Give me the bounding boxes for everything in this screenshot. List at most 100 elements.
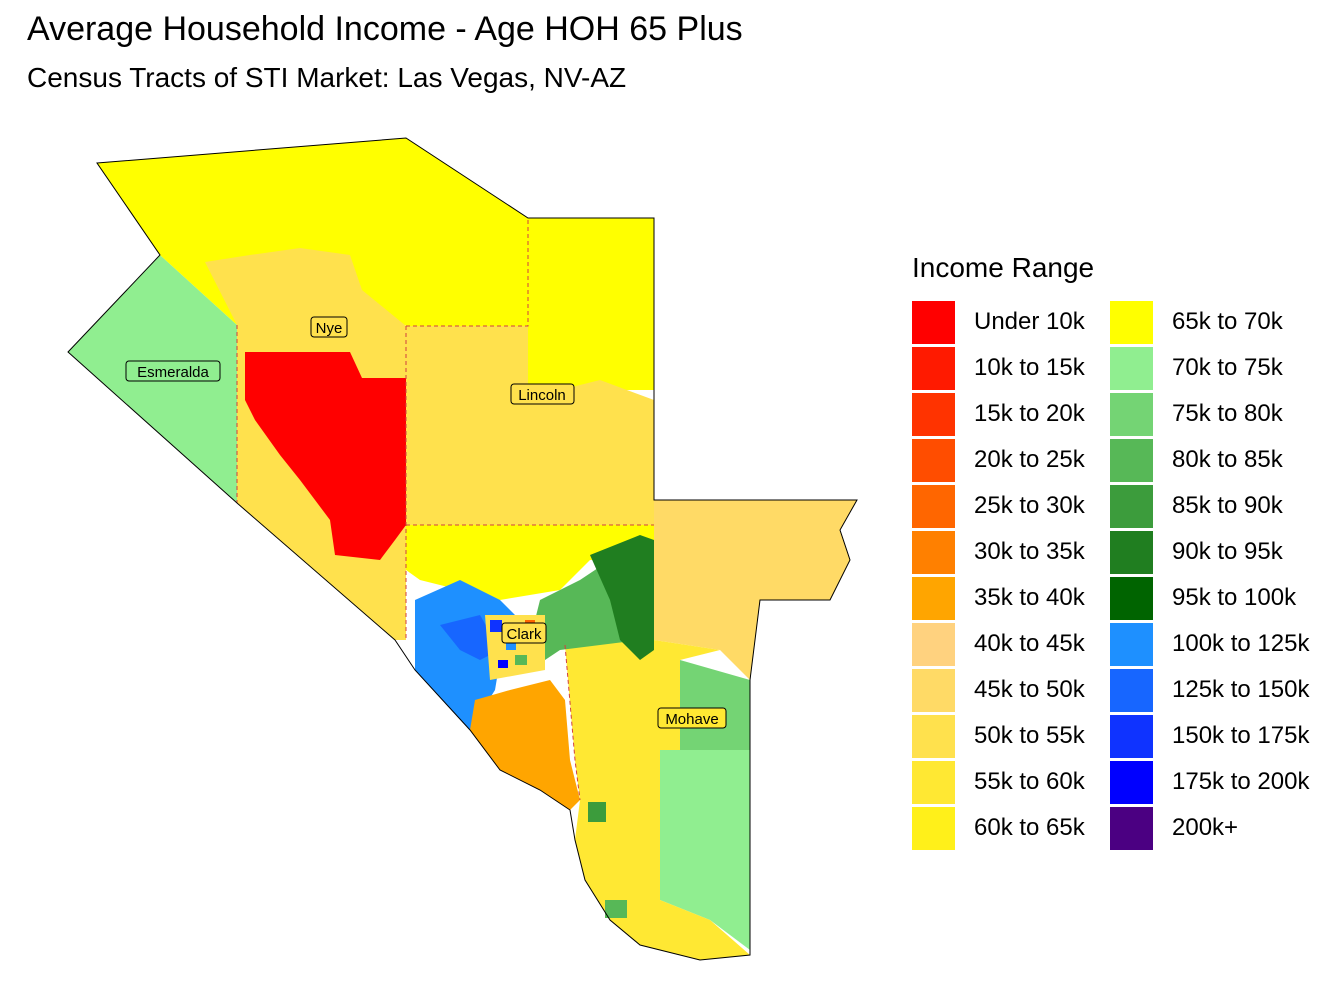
legend-swatch xyxy=(1110,669,1153,712)
label-lincoln-text: Lincoln xyxy=(518,387,566,404)
legend-label: 40k to 45k xyxy=(974,630,1085,657)
legend-swatch xyxy=(1110,439,1153,482)
label-mohave: Mohave xyxy=(657,707,727,729)
map-subtitle: Census Tracts of STI Market: Las Vegas, … xyxy=(27,62,627,93)
legend-label: 25k to 30k xyxy=(974,492,1085,519)
region-urban-b xyxy=(506,640,516,650)
region-south-green xyxy=(588,802,606,822)
legend-swatch xyxy=(1110,347,1153,390)
legend-label: 125k to 150k xyxy=(1172,676,1310,703)
region-clark-blue2 xyxy=(440,615,500,660)
legend-label: 15k to 20k xyxy=(974,400,1085,427)
legend-title: Income Range xyxy=(912,252,1095,283)
legend-swatch xyxy=(1110,715,1153,758)
region-urban-e xyxy=(498,660,508,668)
legend-swatch xyxy=(1110,301,1153,344)
legend-item: 25k to 30k xyxy=(912,484,1132,530)
legend-swatch xyxy=(912,807,955,850)
legend-item: 35k to 40k xyxy=(912,576,1132,622)
label-clark: Clark xyxy=(501,622,547,644)
label-esmeralda: Esmeralda xyxy=(125,360,221,382)
legend-item: 85k to 90k xyxy=(1110,484,1330,530)
legend-label: 10k to 15k xyxy=(974,354,1085,381)
legend-swatch xyxy=(1110,807,1153,850)
legend-label: 20k to 25k xyxy=(974,446,1085,473)
legend-label: 150k to 175k xyxy=(1172,722,1310,749)
legend-item: 175k to 200k xyxy=(1110,760,1330,806)
legend-label: 175k to 200k xyxy=(1172,768,1310,795)
legend: Under 10k 10k to 15k 15k to 20k 20k to 25k 2… xyxy=(912,300,1332,852)
label-nye: Nye xyxy=(310,316,348,338)
legend-item: 200k+ xyxy=(1110,806,1330,852)
legend-item: 95k to 100k xyxy=(1110,576,1330,622)
region-clark-north xyxy=(406,525,654,600)
legend-swatch xyxy=(912,761,955,804)
legend-swatch xyxy=(912,623,955,666)
region-urban-a xyxy=(490,620,502,632)
legend-label: 65k to 70k xyxy=(1172,308,1283,335)
legend-label: 200k+ xyxy=(1172,814,1239,841)
choropleth-map xyxy=(67,137,858,961)
legend-item: 55k to 60k xyxy=(912,760,1132,806)
region-mohave-central xyxy=(565,640,750,960)
legend-item: 50k to 55k xyxy=(912,714,1132,760)
legend-item: 90k to 95k xyxy=(1110,530,1330,576)
legend-column-1: Under 10k 10k to 15k 15k to 20k 20k to 25k 2… xyxy=(912,300,1132,852)
label-esmeralda-text: Esmeralda xyxy=(137,364,209,381)
legend-swatch xyxy=(912,301,955,344)
region-lincoln-body xyxy=(406,326,654,525)
legend-label: 80k to 85k xyxy=(1172,446,1283,473)
legend-swatch xyxy=(912,393,955,436)
legend-item: 125k to 150k xyxy=(1110,668,1330,714)
region-clark-orange xyxy=(470,680,580,810)
label-mohave-text: Mohave xyxy=(665,711,718,728)
legend-swatch xyxy=(912,485,955,528)
legend-swatch xyxy=(912,531,955,574)
region-mohave-south xyxy=(660,750,750,950)
region-nye-north xyxy=(97,138,528,326)
legend-label: 70k to 75k xyxy=(1172,354,1283,381)
legend-label: 100k to 125k xyxy=(1172,630,1310,657)
legend-label: 50k to 55k xyxy=(974,722,1085,749)
label-nye-text: Nye xyxy=(316,320,343,337)
legend-label: 30k to 35k xyxy=(974,538,1085,565)
region-mohave-north xyxy=(654,500,857,680)
county-borders xyxy=(236,218,654,801)
legend-swatch xyxy=(1110,761,1153,804)
legend-item: 30k to 35k xyxy=(912,530,1132,576)
legend-item: 15k to 20k xyxy=(912,392,1132,438)
legend-item: 65k to 70k xyxy=(1110,300,1330,346)
legend-label: 75k to 80k xyxy=(1172,400,1283,427)
label-lincoln: Lincoln xyxy=(510,383,575,405)
legend-item: 75k to 80k xyxy=(1110,392,1330,438)
legend-item: 20k to 25k xyxy=(912,438,1132,484)
legend-label: 35k to 40k xyxy=(974,584,1085,611)
legend-item: 150k to 175k xyxy=(1110,714,1330,760)
legend-swatch xyxy=(1110,485,1153,528)
legend-swatch xyxy=(912,347,955,390)
region-nye-red xyxy=(245,352,406,560)
legend-item: Under 10k xyxy=(912,300,1132,346)
legend-item: 70k to 75k xyxy=(1110,346,1330,392)
market-outline xyxy=(67,137,858,961)
legend-item: 45k to 50k xyxy=(912,668,1132,714)
region-urban-d xyxy=(515,655,527,665)
legend-swatch xyxy=(912,439,955,482)
legend-label: Under 10k xyxy=(974,308,1085,335)
legend-swatch xyxy=(912,715,955,758)
legend-swatch xyxy=(1110,577,1153,620)
legend-swatch xyxy=(1110,531,1153,574)
legend-label: 90k to 95k xyxy=(1172,538,1283,565)
county-labels: Nye Esmeralda Lincoln Clark Mohave xyxy=(125,316,727,729)
legend-item: 100k to 125k xyxy=(1110,622,1330,668)
legend-label: 60k to 65k xyxy=(974,814,1085,841)
border-nye-lincoln xyxy=(406,218,529,327)
legend-label: 95k to 100k xyxy=(1172,584,1297,611)
legend-swatch xyxy=(912,577,955,620)
legend-swatch xyxy=(1110,393,1153,436)
legend-column-2: 65k to 70k 70k to 75k 75k to 80k 80k to 85k… xyxy=(1110,300,1330,852)
legend-swatch xyxy=(912,669,955,712)
legend-item: 60k to 65k xyxy=(912,806,1132,852)
legend-label: 85k to 90k xyxy=(1172,492,1283,519)
region-clark-darkgreen xyxy=(590,535,654,660)
